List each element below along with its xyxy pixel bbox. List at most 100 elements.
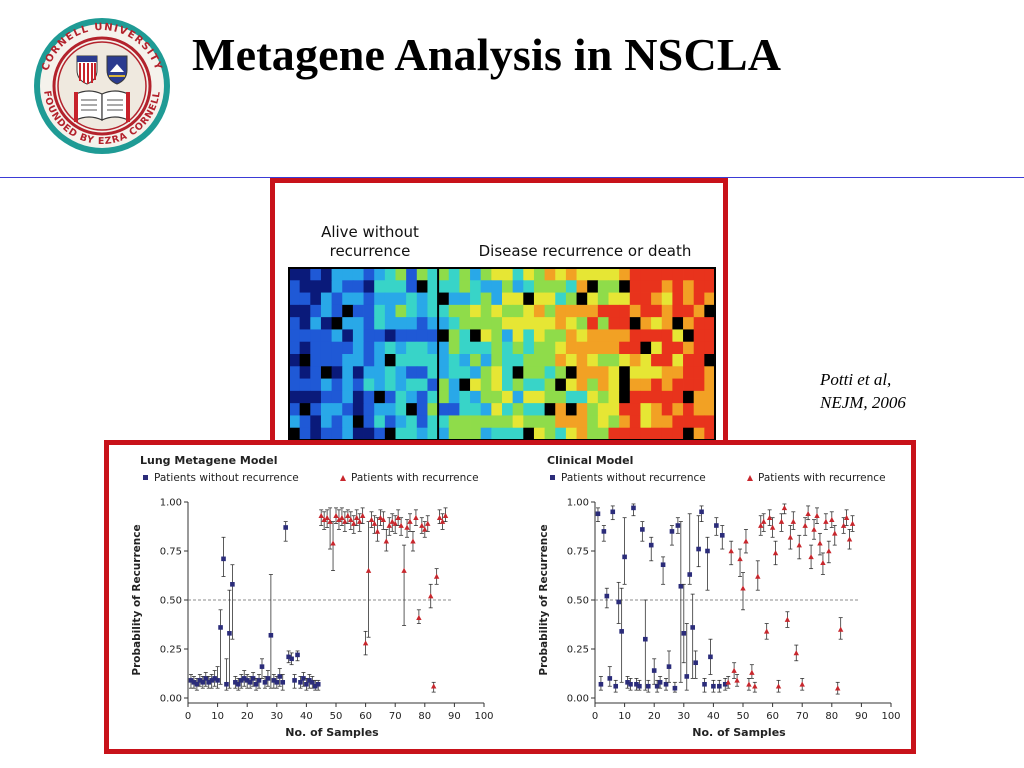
heatmap-cell xyxy=(608,329,620,343)
heatmap-cell xyxy=(672,268,684,281)
heatmap-cell xyxy=(608,341,620,355)
heatmap-cell xyxy=(672,292,684,306)
data-point-with-recurrence xyxy=(769,524,776,530)
data-point-with-recurrence xyxy=(368,516,375,522)
data-point-without-recurrence xyxy=(657,680,663,685)
heatmap-cell xyxy=(661,280,673,293)
y-tick-label: 0.25 xyxy=(567,645,589,656)
heatmap-cell xyxy=(374,292,386,306)
heatmap-cell xyxy=(629,403,641,416)
heatmap-cell xyxy=(565,280,577,293)
heatmap-cell xyxy=(523,341,535,355)
heatmap-cell xyxy=(384,304,396,318)
heatmap-cell xyxy=(480,415,492,429)
heatmap-cell xyxy=(406,378,418,392)
heatmap-cell xyxy=(502,280,514,293)
heatmap-cell xyxy=(491,403,503,416)
heatmap-cell xyxy=(629,390,641,404)
data-point-without-recurrence xyxy=(250,676,256,681)
heatmap-cell xyxy=(438,292,450,306)
data-point-with-recurrence xyxy=(395,514,401,520)
data-point-with-recurrence xyxy=(761,518,767,524)
data-point-with-recurrence xyxy=(386,522,392,528)
heatmap-label-recurrence: Disease recurrence or death xyxy=(478,242,692,260)
heatmap-cell xyxy=(704,354,716,367)
heatmap-cell xyxy=(544,292,556,306)
heatmap-cell xyxy=(459,292,471,306)
heatmap-cell xyxy=(395,403,407,416)
heatmap-cell xyxy=(363,292,375,306)
heatmap-cell xyxy=(704,268,716,281)
data-point-with-recurrence xyxy=(398,522,404,528)
heatmap-cell xyxy=(544,366,556,379)
heatmap-cell xyxy=(299,280,311,293)
heatmap-cell xyxy=(651,268,663,281)
heatmap-cell xyxy=(608,280,620,293)
heatmap-cell xyxy=(512,366,524,379)
data-point-with-recurrence xyxy=(380,516,387,522)
heatmap-cell xyxy=(374,415,386,429)
data-point-with-recurrence xyxy=(796,542,802,548)
heatmap-cell xyxy=(374,427,386,441)
legend-marker-triangle xyxy=(340,475,346,481)
heatmap-cell xyxy=(395,427,407,441)
heatmap-cell xyxy=(597,403,609,416)
heatmap-cell xyxy=(533,366,545,379)
heatmap-cell xyxy=(597,415,609,429)
heatmap-cell xyxy=(533,268,545,281)
heatmap-cell xyxy=(331,268,343,281)
heatmap-cell xyxy=(587,403,599,416)
data-point-without-recurrence xyxy=(610,509,616,515)
heatmap-cell xyxy=(672,280,684,293)
heatmap-cell xyxy=(416,268,428,281)
data-point-without-recurrence xyxy=(675,523,681,528)
heatmap-cell xyxy=(342,329,354,343)
heatmap-cell xyxy=(374,390,386,404)
data-point-without-recurrence xyxy=(604,593,610,599)
data-point-without-recurrence xyxy=(203,676,209,681)
data-point-without-recurrence xyxy=(295,652,300,658)
heatmap-cell xyxy=(555,354,567,367)
heatmap-cell xyxy=(502,403,514,416)
legend-label: Patients without recurrence xyxy=(154,472,299,484)
heatmap-cell xyxy=(363,415,375,429)
heatmap-cell xyxy=(384,268,396,281)
data-point-with-recurrence xyxy=(725,679,731,685)
heatmap-cell xyxy=(448,427,460,441)
heatmap-cell xyxy=(406,390,418,404)
data-point-without-recurrence xyxy=(690,625,695,630)
heatmap-cell xyxy=(342,341,354,355)
heatmap-cell xyxy=(289,415,301,429)
heatmap-cell xyxy=(438,304,450,318)
data-point-with-recurrence xyxy=(439,518,446,524)
data-point-with-recurrence xyxy=(383,538,390,544)
heatmap-cell xyxy=(544,403,556,416)
data-point-with-recurrence xyxy=(321,516,327,522)
heatmap-cell xyxy=(342,317,354,330)
data-point-without-recurrence xyxy=(286,654,291,660)
x-tick-label: 100 xyxy=(881,711,900,722)
heatmap-cell xyxy=(320,366,332,379)
heatmap-cell xyxy=(299,415,311,429)
data-point-without-recurrence xyxy=(221,556,226,562)
heatmap-cell xyxy=(310,390,322,404)
data-point-with-recurrence xyxy=(422,526,428,532)
data-point-with-recurrence xyxy=(758,522,764,528)
heatmap-cell xyxy=(629,317,641,330)
heatmap-cell xyxy=(555,427,567,441)
heatmap-cell xyxy=(459,329,471,343)
data-point-without-recurrence xyxy=(699,509,704,515)
heatmap-cell xyxy=(310,354,322,367)
heatmap-cell xyxy=(480,292,492,306)
heatmap-cell xyxy=(651,280,663,293)
heatmap-cell xyxy=(693,292,705,306)
heatmap-label-alive: Alive without recurrence xyxy=(321,223,419,260)
y-axis-label: Probability of Recurrence xyxy=(538,524,550,675)
heatmap-cell xyxy=(459,378,471,392)
heatmap-cell xyxy=(565,341,577,355)
heatmap-cell xyxy=(555,280,567,293)
heatmap-cell xyxy=(395,268,407,281)
heatmap-cell xyxy=(299,403,311,416)
heatmap-cell xyxy=(523,292,535,306)
data-point-with-recurrence xyxy=(843,514,850,520)
